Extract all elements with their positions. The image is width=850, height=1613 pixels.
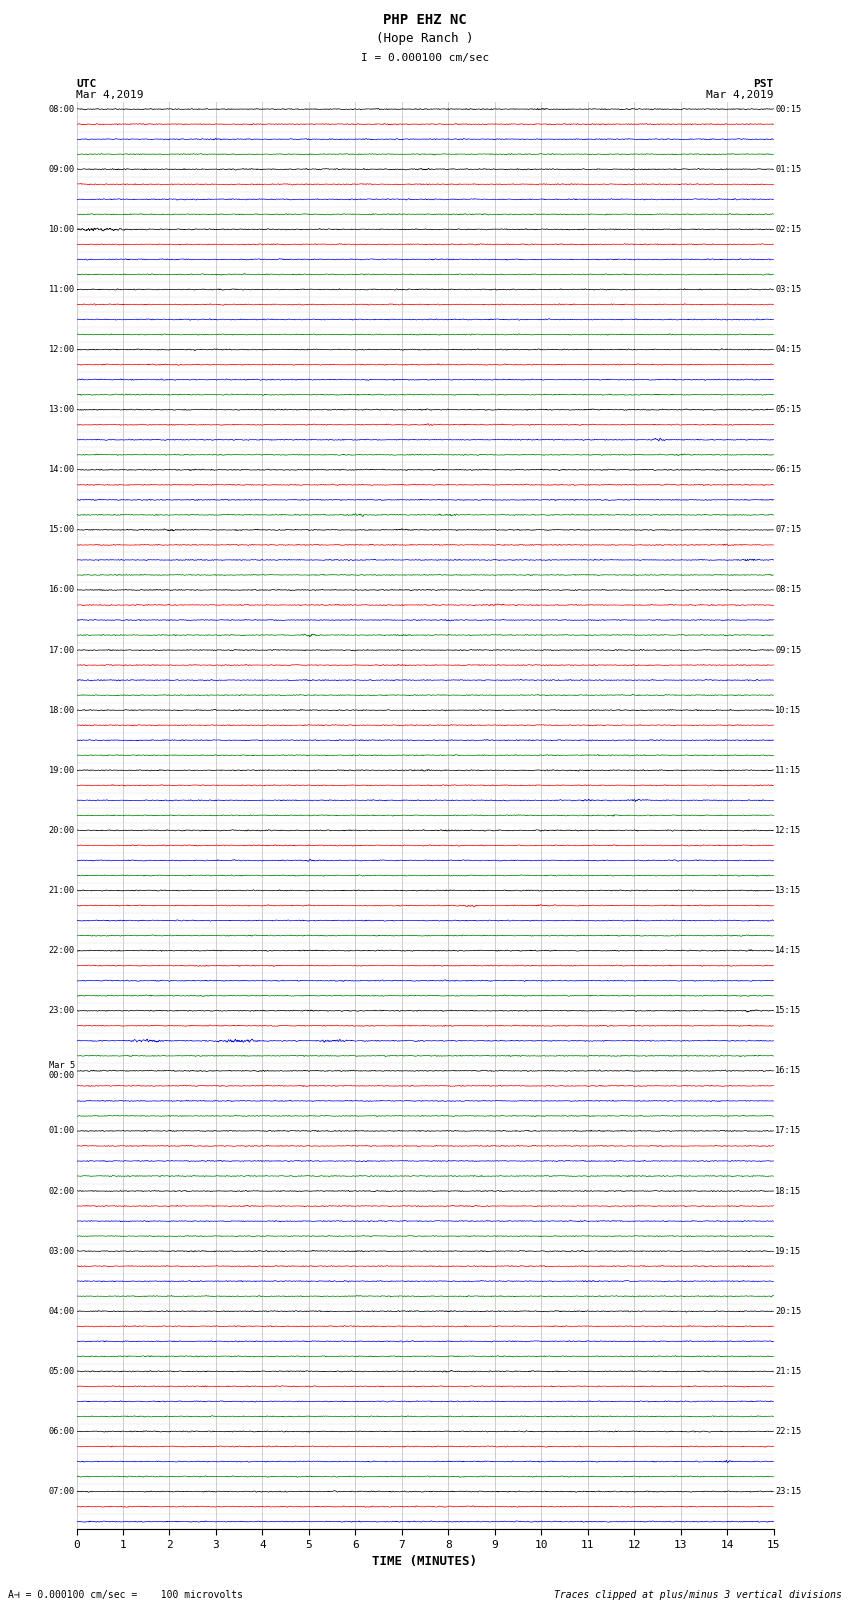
Text: 06:00: 06:00: [48, 1428, 75, 1436]
Text: 23:15: 23:15: [775, 1487, 802, 1497]
Text: 03:00: 03:00: [48, 1247, 75, 1255]
Text: Mar 4,2019: Mar 4,2019: [706, 90, 774, 100]
Text: 20:15: 20:15: [775, 1307, 802, 1316]
Text: 11:15: 11:15: [775, 766, 802, 774]
Text: Mar 5: Mar 5: [48, 1061, 75, 1071]
Text: 13:15: 13:15: [775, 886, 802, 895]
Text: 00:15: 00:15: [775, 105, 802, 113]
Text: 12:00: 12:00: [48, 345, 75, 355]
Text: 18:15: 18:15: [775, 1187, 802, 1195]
Text: 02:15: 02:15: [775, 224, 802, 234]
Text: 11:00: 11:00: [48, 286, 75, 294]
Text: 16:15: 16:15: [775, 1066, 802, 1076]
Text: Mar 4,2019: Mar 4,2019: [76, 90, 144, 100]
Text: 22:15: 22:15: [775, 1428, 802, 1436]
Text: Traces clipped at plus/minus 3 vertical divisions: Traces clipped at plus/minus 3 vertical …: [553, 1590, 842, 1600]
Text: A⊣ = 0.000100 cm/sec =    100 microvolts: A⊣ = 0.000100 cm/sec = 100 microvolts: [8, 1590, 243, 1600]
Text: 21:15: 21:15: [775, 1366, 802, 1376]
X-axis label: TIME (MINUTES): TIME (MINUTES): [372, 1555, 478, 1568]
Text: 23:00: 23:00: [48, 1007, 75, 1015]
Text: 19:00: 19:00: [48, 766, 75, 774]
Text: 19:15: 19:15: [775, 1247, 802, 1255]
Text: 09:00: 09:00: [48, 165, 75, 174]
Text: 14:15: 14:15: [775, 947, 802, 955]
Text: 04:15: 04:15: [775, 345, 802, 355]
Text: 20:00: 20:00: [48, 826, 75, 836]
Text: 05:15: 05:15: [775, 405, 802, 415]
Text: 17:00: 17:00: [48, 645, 75, 655]
Text: 10:15: 10:15: [775, 705, 802, 715]
Text: 18:00: 18:00: [48, 705, 75, 715]
Text: 07:15: 07:15: [775, 526, 802, 534]
Text: 04:00: 04:00: [48, 1307, 75, 1316]
Text: 17:15: 17:15: [775, 1126, 802, 1136]
Text: 02:00: 02:00: [48, 1187, 75, 1195]
Text: PST: PST: [753, 79, 774, 89]
Text: 03:15: 03:15: [775, 286, 802, 294]
Text: 09:15: 09:15: [775, 645, 802, 655]
Text: 01:15: 01:15: [775, 165, 802, 174]
Text: I = 0.000100 cm/sec: I = 0.000100 cm/sec: [361, 53, 489, 63]
Text: 06:15: 06:15: [775, 465, 802, 474]
Text: 14:00: 14:00: [48, 465, 75, 474]
Text: 07:00: 07:00: [48, 1487, 75, 1497]
Text: 10:00: 10:00: [48, 224, 75, 234]
Text: 08:15: 08:15: [775, 586, 802, 595]
Text: 21:00: 21:00: [48, 886, 75, 895]
Text: PHP EHZ NC: PHP EHZ NC: [383, 13, 467, 27]
Text: UTC: UTC: [76, 79, 97, 89]
Text: 15:15: 15:15: [775, 1007, 802, 1015]
Text: 01:00: 01:00: [48, 1126, 75, 1136]
Text: 13:00: 13:00: [48, 405, 75, 415]
Text: 22:00: 22:00: [48, 947, 75, 955]
Text: 08:00: 08:00: [48, 105, 75, 113]
Text: 16:00: 16:00: [48, 586, 75, 595]
Text: 12:15: 12:15: [775, 826, 802, 836]
Text: 00:00: 00:00: [48, 1071, 75, 1081]
Text: 15:00: 15:00: [48, 526, 75, 534]
Text: (Hope Ranch ): (Hope Ranch ): [377, 32, 473, 45]
Text: 05:00: 05:00: [48, 1366, 75, 1376]
